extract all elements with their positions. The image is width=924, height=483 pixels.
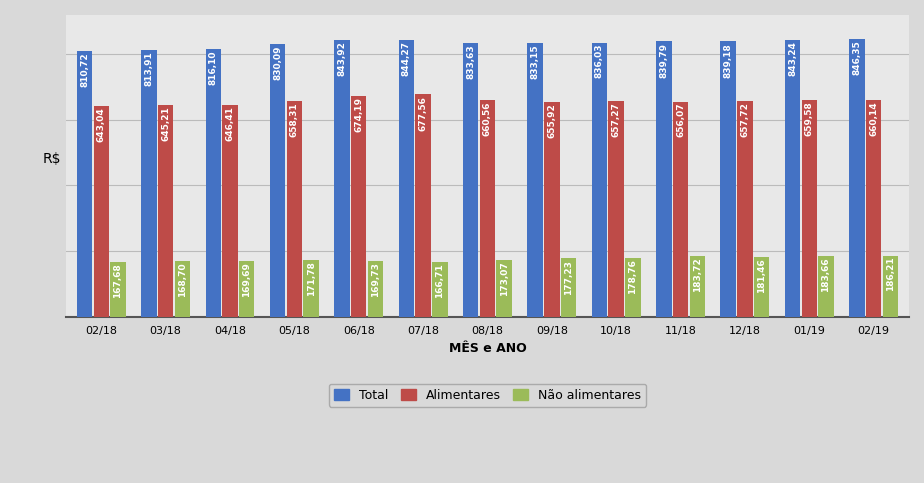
Bar	[561, 258, 577, 316]
Text: 173,07: 173,07	[500, 261, 509, 296]
X-axis label: MÊS e ANO: MÊS e ANO	[448, 342, 527, 355]
Bar	[737, 101, 753, 316]
Bar	[819, 256, 833, 316]
Bar	[432, 262, 447, 316]
Bar	[93, 106, 109, 316]
Text: 657,27: 657,27	[612, 102, 621, 137]
Bar	[496, 260, 512, 316]
Bar	[334, 40, 349, 316]
Bar	[175, 261, 190, 316]
Text: 813,91: 813,91	[144, 51, 153, 86]
Bar	[866, 100, 881, 316]
Text: 643,04: 643,04	[97, 107, 105, 142]
Y-axis label: R$: R$	[43, 152, 61, 166]
Text: 844,27: 844,27	[402, 41, 411, 76]
Text: 183,66: 183,66	[821, 258, 831, 292]
Text: 659,58: 659,58	[805, 102, 814, 136]
Text: 843,24: 843,24	[788, 42, 797, 76]
Bar	[801, 100, 817, 316]
Text: 846,35: 846,35	[852, 41, 861, 75]
Bar	[416, 95, 431, 316]
Text: 839,79: 839,79	[660, 43, 668, 78]
Bar	[463, 43, 479, 316]
Bar	[286, 101, 302, 316]
Bar	[303, 260, 319, 316]
Text: 169,69: 169,69	[242, 262, 251, 297]
Text: 186,21: 186,21	[886, 257, 894, 292]
Text: 183,72: 183,72	[693, 258, 701, 292]
Bar	[223, 105, 237, 316]
Text: 178,76: 178,76	[628, 259, 638, 294]
Bar	[158, 105, 174, 316]
Bar	[882, 256, 898, 316]
Legend: Total, Alimentares, Não alimentares: Total, Alimentares, Não alimentares	[329, 384, 646, 407]
Text: 656,07: 656,07	[676, 103, 685, 138]
Bar	[626, 258, 640, 316]
Text: 660,14: 660,14	[869, 101, 878, 136]
Text: 658,31: 658,31	[290, 102, 298, 137]
Bar	[398, 40, 414, 316]
Bar	[528, 43, 542, 316]
Bar	[239, 261, 254, 316]
Text: 657,72: 657,72	[740, 102, 749, 137]
Bar	[368, 261, 383, 316]
Bar	[689, 256, 705, 316]
Bar	[784, 40, 800, 316]
Bar	[110, 262, 126, 316]
Bar	[205, 49, 221, 316]
Text: 645,21: 645,21	[161, 106, 170, 141]
Text: 169,73: 169,73	[371, 262, 380, 297]
Text: 166,71: 166,71	[435, 263, 444, 298]
Bar	[721, 42, 736, 316]
Text: 674,19: 674,19	[354, 97, 363, 132]
Text: 816,10: 816,10	[209, 50, 218, 85]
Text: 167,68: 167,68	[114, 263, 123, 298]
Text: 833,15: 833,15	[530, 45, 540, 79]
Bar	[544, 101, 560, 316]
Text: 655,92: 655,92	[547, 103, 556, 138]
Text: 177,23: 177,23	[564, 260, 573, 295]
Bar	[608, 101, 624, 316]
Bar	[591, 43, 607, 316]
Bar	[673, 101, 688, 316]
Bar	[754, 257, 770, 316]
Text: 833,63: 833,63	[467, 44, 475, 79]
Text: 839,18: 839,18	[723, 43, 733, 78]
Text: 181,46: 181,46	[757, 258, 766, 293]
Text: 836,03: 836,03	[595, 44, 604, 78]
Bar	[351, 96, 367, 316]
Text: 646,41: 646,41	[225, 106, 235, 141]
Bar	[656, 41, 672, 316]
Bar	[849, 39, 865, 316]
Bar	[270, 44, 286, 316]
Text: 830,09: 830,09	[274, 46, 282, 80]
Text: 168,70: 168,70	[177, 263, 187, 297]
Text: 660,56: 660,56	[483, 101, 492, 136]
Text: 843,92: 843,92	[337, 41, 346, 76]
Bar	[141, 50, 156, 316]
Bar	[480, 100, 495, 316]
Text: 171,78: 171,78	[307, 262, 316, 297]
Bar	[77, 51, 92, 316]
Text: 810,72: 810,72	[80, 52, 89, 87]
Text: 677,56: 677,56	[419, 96, 428, 131]
